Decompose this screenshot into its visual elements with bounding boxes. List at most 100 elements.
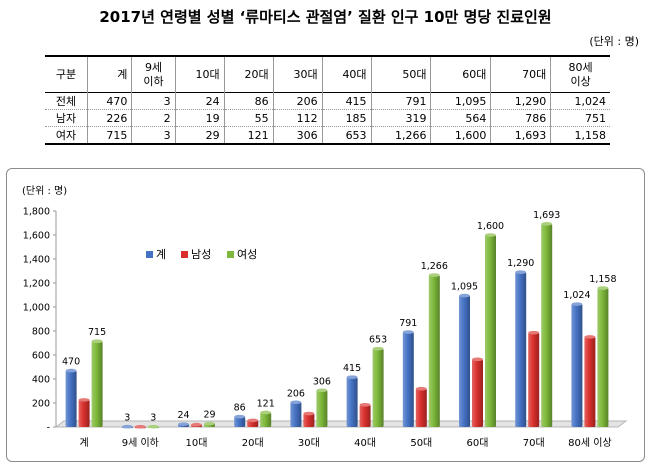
bar-top-cap <box>571 302 583 306</box>
bar-male <box>303 413 315 427</box>
legend-label: 여성 <box>237 248 257 261</box>
bar-top-cap <box>485 233 496 237</box>
bar-female <box>91 341 103 427</box>
table-cell: 1,600 <box>430 126 491 145</box>
data-label: 24 <box>177 410 189 421</box>
bar-female <box>541 223 553 427</box>
table-cell: 121 <box>223 126 274 145</box>
bar-total <box>234 416 246 427</box>
bar-top-cap <box>234 414 246 419</box>
table-cell: 185 <box>321 109 372 127</box>
x-tick-label: 계 <box>79 437 88 449</box>
bar-top-cap <box>316 388 328 393</box>
data-label: 3 <box>124 413 130 424</box>
table-header-cell: 10대 <box>174 56 225 93</box>
bar-top-cap <box>290 400 302 405</box>
x-tick-label: 30대 <box>298 437 320 449</box>
table-cell: 1,266 <box>370 126 431 145</box>
bar-total <box>571 304 583 427</box>
table-row: 여자 715 3 29 121 306 653 1,266 1,600 1,693 1,158 <box>45 126 610 145</box>
page-title: 2017년 연령별 성별 ‘류마티스 관절염’ 질환 인구 10만 명당 진료인… <box>99 8 552 26</box>
bar-male <box>415 388 427 427</box>
data-label: 1,266 <box>421 261 448 272</box>
y-tick-label: 400 <box>32 375 50 386</box>
bar-top-cap <box>372 346 384 351</box>
bar-top-cap <box>147 424 159 429</box>
table-header-cell: 60대 <box>430 56 491 93</box>
x-tick-label: 40대 <box>354 437 376 449</box>
table-body: 전체 470 3 24 86 206 415 791 1,095 1,290 1,024 남자 226 2… <box>45 92 610 145</box>
bar-total <box>290 402 302 427</box>
bar-total <box>346 377 358 427</box>
data-label: 1,158 <box>589 274 616 285</box>
table-row: 남자 226 2 19 55 112 185 319 564 786 751 <box>45 109 610 127</box>
table-cell: 786 <box>490 109 551 127</box>
bar-top-cap <box>541 222 553 226</box>
bar-female <box>485 235 496 427</box>
data-label: 1,290 <box>507 258 534 269</box>
bar-total <box>402 332 414 427</box>
table-header-cell: 80세 이상 <box>550 56 610 93</box>
bar-male <box>584 336 596 427</box>
bar-top-cap <box>260 410 272 415</box>
table-cell: 564 <box>430 109 491 127</box>
table-header-cell: 20대 <box>223 56 274 93</box>
y-tick-label: - <box>47 423 50 434</box>
table-row: 전체 470 3 24 86 206 415 791 1,095 1,290 1,024 <box>45 92 610 110</box>
table-cell: 1,024 <box>550 92 610 110</box>
bar-top-cap <box>415 386 427 391</box>
table-header-row: 구분 계 9세 이하 10대 20대 30대 40대 50대 60대 70대 80세 이상 <box>45 56 610 93</box>
bar-top-cap <box>528 330 540 335</box>
data-label: 206 <box>287 388 305 399</box>
bar-female <box>316 390 328 427</box>
data-label: 791 <box>399 318 417 329</box>
table-cell: 1,158 <box>550 126 610 145</box>
bar-top-cap <box>359 403 371 407</box>
bar-top-cap <box>402 330 414 334</box>
bar-top-cap <box>121 424 133 429</box>
y-tick-label: 1,000 <box>23 303 50 314</box>
bar-top-cap <box>91 339 103 344</box>
data-label: 1,600 <box>477 221 504 232</box>
x-tick-label: 9세 이하 <box>122 436 159 449</box>
bar-female <box>372 348 384 427</box>
table-cell: 86 <box>223 92 274 110</box>
data-label: 86 <box>234 403 246 414</box>
data-label: 415 <box>343 363 361 374</box>
bar-top-cap <box>597 286 609 290</box>
legend-label: 계 <box>156 248 166 261</box>
row-label: 여자 <box>45 126 88 145</box>
table-cell: 1,693 <box>490 126 551 145</box>
bar-top-cap <box>134 424 146 429</box>
table-cell: 55 <box>223 109 274 127</box>
y-tick-label: 800 <box>32 327 50 338</box>
data-label: 306 <box>313 376 331 387</box>
data-table: 구분 계 9세 이하 10대 20대 30대 40대 50대 60대 70대 80세 이상 전체 47… <box>45 55 610 145</box>
legend-swatch <box>181 251 188 258</box>
table-cell: 751 <box>550 109 610 127</box>
y-axis-title: (단위 : 명) <box>22 184 67 197</box>
data-label: 1,693 <box>533 210 560 221</box>
table-cell: 19 <box>174 109 225 127</box>
x-tick-label: 80세 이상 <box>568 437 612 449</box>
table-cell: 653 <box>321 126 372 145</box>
bar-total <box>515 272 527 427</box>
bar-top-cap <box>247 418 259 423</box>
legend-swatch <box>227 251 234 258</box>
unit-label: (단위 : 명) <box>589 35 639 48</box>
bar-top-cap <box>191 422 202 427</box>
table-cell: 206 <box>272 92 323 110</box>
table-cell: 791 <box>370 92 431 110</box>
table-header-cell: 계 <box>87 56 132 93</box>
table-cell: 112 <box>272 109 323 127</box>
bar-female <box>597 288 609 427</box>
bar-female <box>428 275 440 427</box>
legend-swatch <box>146 251 153 258</box>
row-label: 남자 <box>45 109 88 127</box>
table-cell: 470 <box>87 92 132 110</box>
y-tick-label: 1,800 <box>23 207 50 218</box>
table-cell: 3 <box>131 92 176 110</box>
bar-top-cap <box>515 270 527 275</box>
data-label: 470 <box>62 357 80 368</box>
y-tick-label: 1,400 <box>23 255 50 266</box>
